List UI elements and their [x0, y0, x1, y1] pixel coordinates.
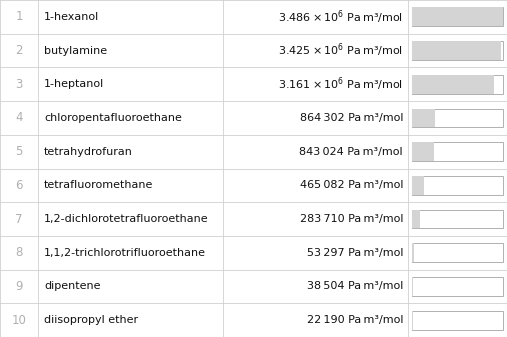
Text: $\mathregular{3.486\times10^{6}}$ Pa m³/mol: $\mathregular{3.486\times10^{6}}$ Pa m³/… [278, 8, 403, 26]
Bar [412, 75, 494, 94]
Bar [412, 142, 434, 161]
Text: tetrahydrofuran: tetrahydrofuran [44, 147, 133, 157]
Bar [412, 311, 503, 330]
Text: 5: 5 [15, 145, 23, 158]
Bar [412, 210, 503, 228]
Text: 3: 3 [15, 78, 23, 91]
Text: 1-heptanol: 1-heptanol [44, 79, 104, 89]
Text: 22 190 Pa m³/mol: 22 190 Pa m³/mol [307, 315, 403, 325]
Bar [412, 7, 503, 26]
Bar [412, 41, 501, 60]
Bar [412, 176, 424, 195]
Text: 1-hexanol: 1-hexanol [44, 12, 99, 22]
Text: butylamine: butylamine [44, 45, 107, 56]
Bar [412, 142, 503, 161]
Text: 1,1,2-trichlorotrifluoroethane: 1,1,2-trichlorotrifluoroethane [44, 248, 206, 258]
Text: 843 024 Pa m³/mol: 843 024 Pa m³/mol [300, 147, 403, 157]
Text: tetrafluoromethane: tetrafluoromethane [44, 180, 154, 190]
Text: 2: 2 [15, 44, 23, 57]
Text: $\mathregular{3.425\times10^{6}}$ Pa m³/mol: $\mathregular{3.425\times10^{6}}$ Pa m³/… [278, 42, 403, 59]
Bar [412, 7, 503, 26]
Bar [412, 277, 503, 296]
Bar [412, 311, 413, 330]
Text: 4: 4 [15, 112, 23, 124]
Text: 9: 9 [15, 280, 23, 293]
Bar [412, 243, 503, 262]
Text: 1,2-dichlorotetrafluoroethane: 1,2-dichlorotetrafluoroethane [44, 214, 209, 224]
Bar [412, 176, 503, 195]
Text: 7: 7 [15, 213, 23, 225]
Text: 864 302 Pa m³/mol: 864 302 Pa m³/mol [300, 113, 403, 123]
Text: 6: 6 [15, 179, 23, 192]
Text: 53 297 Pa m³/mol: 53 297 Pa m³/mol [307, 248, 403, 258]
Bar [412, 109, 503, 127]
Bar [412, 41, 503, 60]
Text: $\mathregular{3.161\times10^{6}}$ Pa m³/mol: $\mathregular{3.161\times10^{6}}$ Pa m³/… [278, 75, 403, 93]
Bar [412, 277, 413, 296]
Bar [412, 109, 434, 127]
Text: 8: 8 [15, 246, 23, 259]
Text: 38 504 Pa m³/mol: 38 504 Pa m³/mol [307, 281, 403, 292]
Text: 283 710 Pa m³/mol: 283 710 Pa m³/mol [300, 214, 403, 224]
Text: 1: 1 [15, 10, 23, 23]
Text: diisopropyl ether: diisopropyl ether [44, 315, 138, 325]
Bar [412, 210, 420, 228]
Text: chloropentafluoroethane: chloropentafluoroethane [44, 113, 182, 123]
Text: dipentene: dipentene [44, 281, 100, 292]
Text: 10: 10 [12, 314, 26, 327]
Bar [412, 75, 503, 94]
Text: 465 082 Pa m³/mol: 465 082 Pa m³/mol [300, 180, 403, 190]
Bar [412, 243, 414, 262]
